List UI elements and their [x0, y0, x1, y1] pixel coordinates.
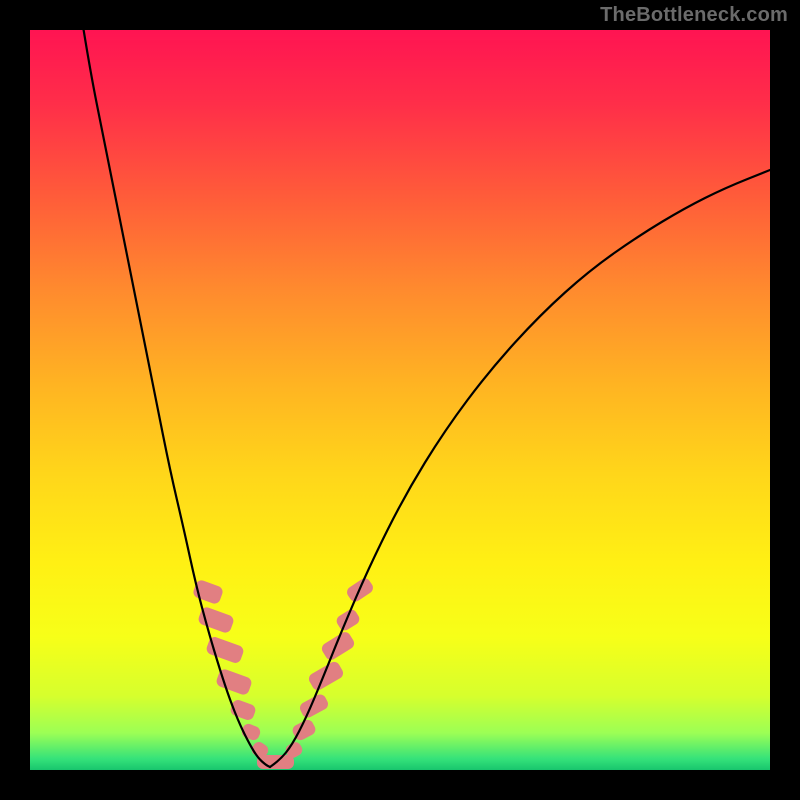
chart-frame: TheBottleneck.com [0, 0, 800, 800]
gradient-background [30, 30, 770, 770]
watermark-text: TheBottleneck.com [600, 4, 788, 27]
plot-area [30, 30, 770, 770]
